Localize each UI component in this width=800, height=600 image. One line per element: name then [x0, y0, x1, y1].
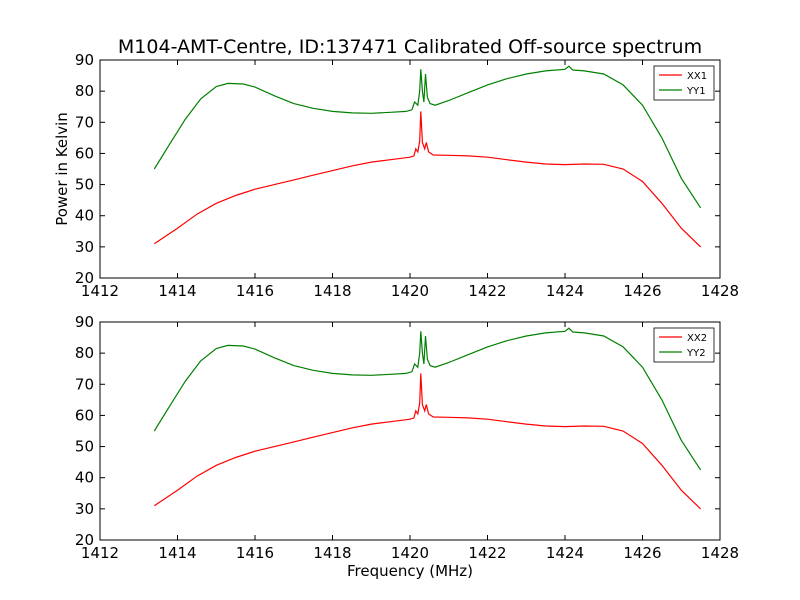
x-tick-label: 1420 — [391, 282, 429, 300]
x-tick-label: 1412 — [81, 544, 119, 562]
legend-label-yy2: YY2 — [686, 348, 706, 359]
series-line-yy2 — [153, 327, 702, 471]
x-tick-label: 1418 — [313, 544, 351, 562]
x-tick-label: 1422 — [468, 544, 506, 562]
y-tick-label: 20 — [75, 531, 94, 549]
y-tick-label: 30 — [75, 238, 94, 256]
x-tick-label: 1424 — [546, 544, 584, 562]
x-tick-label: 1420 — [391, 544, 429, 562]
x-tick-label: 1412 — [81, 282, 119, 300]
x-tick-label: 1426 — [623, 544, 661, 562]
legend-label-xx2: XX2 — [687, 333, 707, 344]
y-tick-label: 60 — [75, 144, 94, 162]
x-tick-label: 1416 — [236, 544, 274, 562]
figure-title: M104-AMT-Centre, ID:137471 Calibrated Of… — [118, 36, 702, 58]
legend-label-xx1: XX1 — [687, 71, 707, 82]
lower-spectrum-panel: 1412 1414 1416 1418 1420 1422 1424 1426 1428 20 30… — [75, 313, 739, 562]
x-tick-label: 1414 — [158, 282, 196, 300]
x-axis-label: Frequency (MHz) — [347, 562, 473, 580]
plot-frame — [99, 321, 721, 541]
y-tick-label: 50 — [75, 176, 94, 194]
y-tick-label: 60 — [75, 406, 94, 424]
x-tick-label: 1424 — [546, 282, 584, 300]
y-axis-label: Power in Kelvin — [53, 112, 71, 226]
y-tick-label: 40 — [75, 207, 94, 225]
y-tick-label: 40 — [75, 469, 94, 487]
x-tick-label: 1416 — [236, 282, 274, 300]
y-tick-label: 70 — [75, 375, 94, 393]
x-tick-label: 1428 — [701, 282, 739, 300]
legend-box — [653, 65, 715, 101]
upper-spectrum-panel: 1412 1414 1416 1418 1420 1422 1424 1426 1428 20 30… — [75, 51, 739, 300]
x-tick-label: 1414 — [158, 544, 196, 562]
plot-frame — [99, 59, 721, 279]
y-tick-label: 80 — [75, 344, 94, 362]
x-tick-label: 1422 — [468, 282, 506, 300]
y-tick-label: 90 — [75, 51, 94, 69]
x-tick-label: 1428 — [701, 544, 739, 562]
series-line-xx1 — [153, 111, 702, 248]
y-tick-label: 50 — [75, 438, 94, 456]
y-tick-label: 70 — [75, 113, 94, 131]
series-line-yy1 — [153, 65, 702, 209]
series-line-xx2 — [153, 373, 702, 510]
legend-label-yy1: YY1 — [686, 86, 706, 97]
y-tick-label: 20 — [75, 269, 94, 287]
y-tick-label: 90 — [75, 313, 94, 331]
y-tick-label: 80 — [75, 82, 94, 100]
x-tick-label: 1418 — [313, 282, 351, 300]
legend-box — [653, 327, 715, 363]
x-tick-label: 1426 — [623, 282, 661, 300]
y-tick-label: 30 — [75, 500, 94, 518]
